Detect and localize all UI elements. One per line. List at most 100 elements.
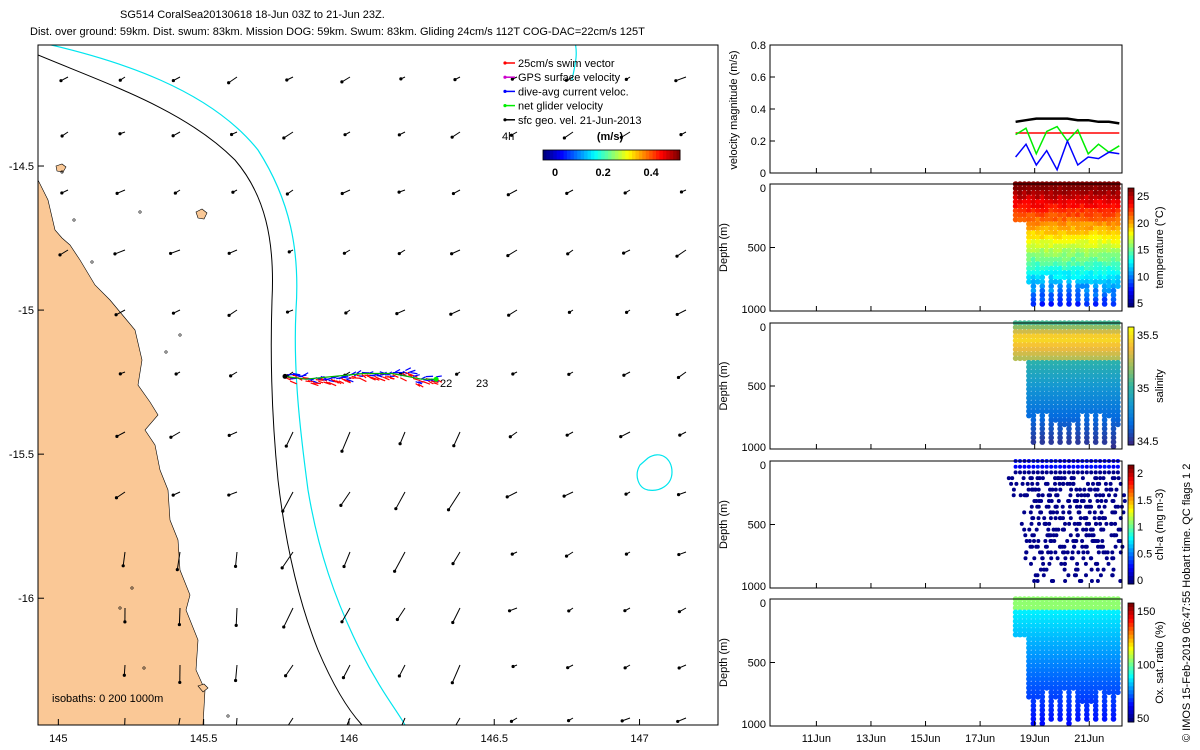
oxygen-colorbar-tick-label: 100 [1137,660,1155,672]
current-vector-head [505,495,509,499]
temperature-point [1110,292,1117,298]
salinity-colorbar-cell [1128,358,1134,363]
oxygen-point [1066,658,1072,664]
temperature-point [1088,256,1094,263]
salinity-point [1021,355,1028,362]
current-vector-head [344,311,348,315]
temperature-point [1079,212,1086,218]
oxygen-point [1092,680,1099,687]
chla-point [1075,561,1080,566]
salinity-point [1048,359,1054,366]
oxygen-point [1106,627,1112,633]
temperature-point [1030,239,1037,245]
temperature-point [1030,234,1037,241]
chla-point [1075,493,1080,498]
salinity-point [1052,346,1059,353]
oxygen-point [1070,671,1077,678]
temperature-point [1048,234,1054,241]
oxygen-point [1061,627,1068,633]
temperature-point [1101,194,1108,201]
oxygen-point [1039,658,1046,664]
salinity-point [1057,426,1063,432]
salinity-point [1026,390,1032,397]
salinity-point [1035,324,1041,331]
chla-point [1082,516,1087,521]
current-vector-head [178,680,182,685]
salinity-point [1070,329,1077,335]
chla-point [1104,521,1109,526]
oxygen-colorbar-cell [1128,662,1134,667]
salinity-point [1030,390,1037,397]
chla-point [1113,493,1118,498]
temperature-point [1030,283,1037,290]
current-vector-head [567,310,572,314]
temperature-point [1092,203,1099,209]
salinity-point [1075,359,1081,366]
salinity-point [1043,329,1050,335]
oxygen-point [1048,636,1054,642]
oxygen-colorbar-cell [1128,606,1134,612]
salinity-point [1026,377,1032,384]
oxygen-point [1088,631,1094,638]
temperature-point [1043,194,1050,201]
temperature-point [1088,185,1094,192]
salinity-point [1048,421,1054,428]
oxygen-point [1030,702,1037,709]
current-vector-head [566,718,571,723]
oxygen-point [1030,622,1037,629]
salinity-point [1097,373,1103,379]
chla-point [1011,493,1016,498]
chla-point [1032,499,1037,503]
temperature-point [1061,190,1068,196]
current-vector-head [171,493,175,497]
temperature-point [1057,265,1063,272]
current-vector [448,491,461,511]
chla-point [1113,544,1118,549]
current-vector-head [231,190,235,194]
chla-point [1104,556,1109,561]
salinity-point [1079,346,1086,353]
temperature-point [1079,270,1086,276]
temperature-point [1039,207,1046,214]
oxygen-point [1101,676,1108,682]
temperature-point [1106,287,1112,294]
oxygen-point [1043,662,1050,669]
colorbar-cell [666,150,671,160]
temperature-point [1066,230,1072,236]
oxygen-point [1066,716,1072,722]
oxygen-point [1066,654,1072,660]
temperature-point [1106,283,1112,290]
oxygen-point [1012,614,1019,620]
oxygen-point [1092,698,1099,704]
chla-point [1101,476,1106,481]
oxygen-point [1030,649,1037,656]
salinity-point [1048,364,1054,370]
oxygen-point [1066,614,1072,620]
temperature-point [1088,274,1094,281]
salinity-point [1012,342,1019,348]
chla-point [1046,550,1051,555]
oxygen-point [1052,662,1059,669]
chla-point [1037,499,1042,503]
oxygen-point [1101,698,1108,704]
oxygen-point [1066,671,1072,678]
chla-point [1088,487,1093,492]
salinity-point [1110,412,1117,419]
salinity-point [1052,386,1059,392]
swim-vector [377,377,386,382]
salinity-point [1092,364,1099,370]
temperature-point [1092,194,1099,201]
oxygen-point [1088,614,1094,620]
salinity-point [1030,351,1037,357]
salinity-point [1097,377,1103,384]
salinity-point [1088,359,1094,366]
swim-vector [412,377,421,382]
temperature-point [1035,247,1041,254]
salinity-point [1110,439,1117,445]
current-vector [116,491,126,499]
oxygen-point [1039,689,1046,696]
oxygen-point [1084,671,1090,678]
oxygen-point [1057,680,1063,687]
temperature-point [1030,261,1037,267]
salinity-point [1061,408,1068,415]
